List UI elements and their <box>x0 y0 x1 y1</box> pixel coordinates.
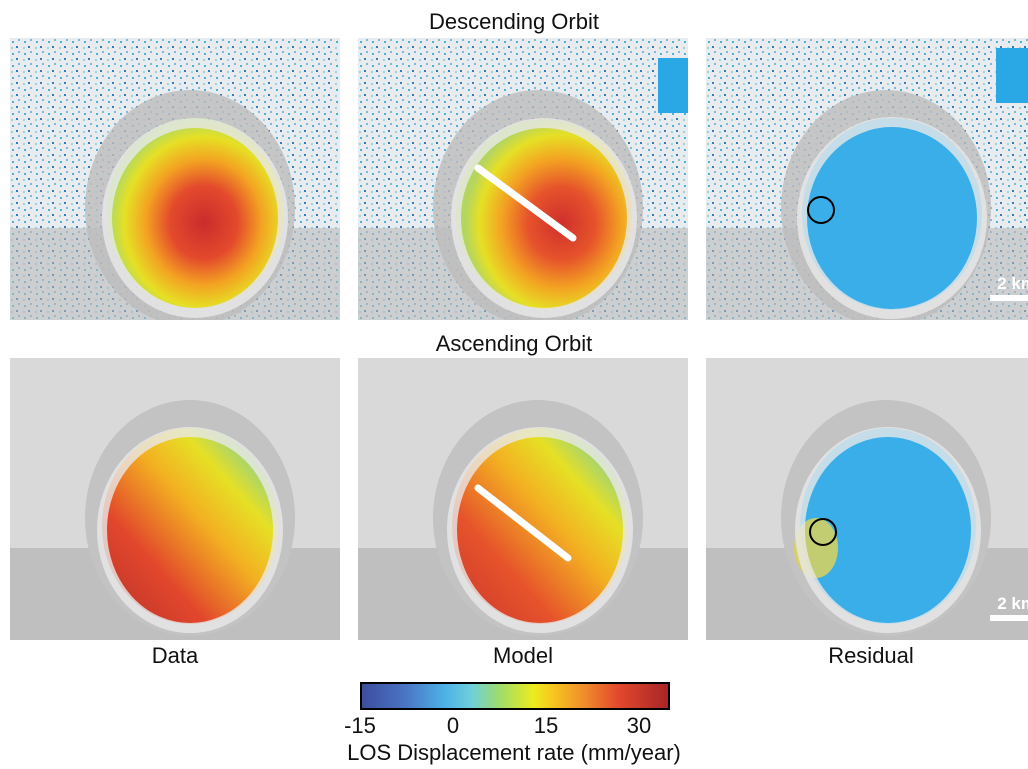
row-title-descending: Descending Orbit <box>429 9 599 34</box>
panel-descending-model <box>358 38 688 320</box>
panel-descending-data <box>10 38 340 320</box>
residual-marker-circle <box>807 196 835 224</box>
colorbar-tick-30: 30 <box>626 713 652 738</box>
panel-descending-residual: 2 km <box>706 38 1028 320</box>
map-ascending-data <box>10 358 340 640</box>
scale-bar-label: 2 km <box>997 274 1028 293</box>
fault-line <box>474 164 577 242</box>
map-descending-residual <box>706 38 1028 320</box>
fault-line <box>474 484 572 562</box>
scale-bar-descending: 2 km <box>984 274 1028 301</box>
colorbar <box>360 682 670 710</box>
column-label-model: Model <box>493 643 553 668</box>
scale-bar-line <box>990 615 1028 621</box>
column-label-data: Data <box>151 643 199 668</box>
residual-marker-circle <box>809 518 837 546</box>
colorbar-label: LOS Displacement rate (mm/year) <box>347 740 681 765</box>
colorbar-tick-0: 0 <box>446 713 460 738</box>
map-descending-data <box>10 38 340 320</box>
scale-bar-ascending: 2 km <box>984 594 1028 621</box>
column-label-residual: Residual <box>828 643 914 668</box>
panel-ascending-data <box>10 358 340 640</box>
panel-ascending-residual: 2 km <box>706 358 1028 640</box>
row-title-ascending: Ascending Orbit <box>435 331 593 356</box>
map-ascending-residual <box>706 358 1028 640</box>
colorbar-tick-15: 15 <box>533 713 559 738</box>
map-descending-model <box>358 38 688 320</box>
panel-ascending-model <box>358 358 688 640</box>
colorbar-tick-neg15: -15 <box>344 713 376 738</box>
scale-bar-label: 2 km <box>997 594 1028 613</box>
map-ascending-model <box>358 358 688 640</box>
scale-bar-line <box>990 295 1028 301</box>
